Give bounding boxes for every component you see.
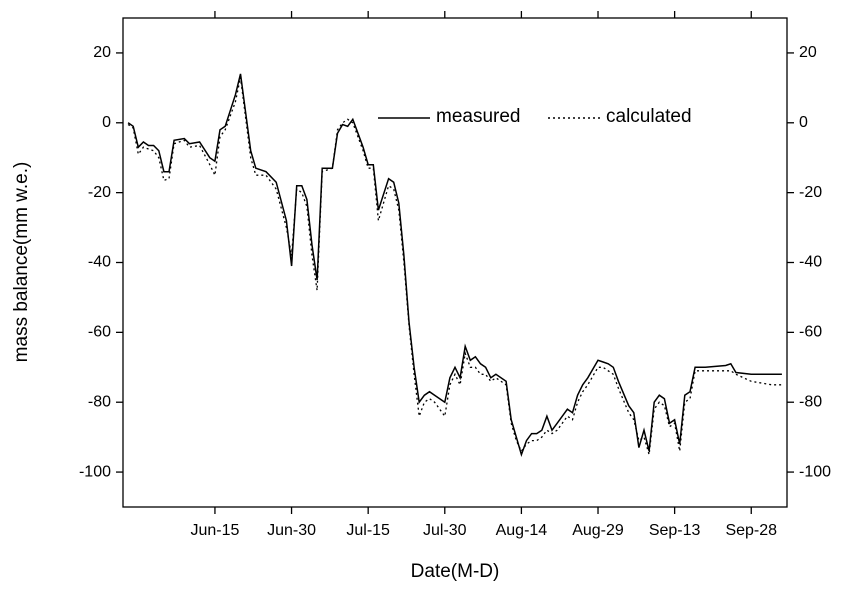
x-tick-label: Jun-15: [190, 522, 239, 539]
plot-frame: [122, 17, 788, 508]
x-tick-label: Jul-30: [423, 522, 467, 539]
y2-tick-label: -80: [799, 393, 822, 410]
x-tick-label: Sep-13: [649, 522, 701, 539]
y-tick-label: -40: [88, 254, 111, 271]
legend-label: calculated: [606, 106, 692, 127]
y2-tick-label: -60: [799, 324, 822, 341]
y2-tick-label: -40: [799, 254, 822, 271]
x-tick-label: Sep-28: [725, 522, 777, 539]
x-tick-label: Jul-15: [346, 522, 390, 539]
x-tick-label: Aug-29: [572, 522, 624, 539]
data-line: [127, 73, 782, 458]
y2-tick-label: 0: [799, 114, 808, 131]
legend-label: measured: [436, 106, 521, 127]
data-line: [127, 77, 782, 455]
y2-tick-label: -20: [799, 184, 822, 201]
x-tick-label: Aug-14: [496, 522, 548, 539]
y-tick-label: 20: [93, 44, 111, 61]
x-tick-label: Jun-30: [267, 522, 316, 539]
y-tick-label: 0: [102, 114, 111, 131]
y2-tick-label: 20: [799, 44, 817, 61]
y-tick-label: -20: [88, 184, 111, 201]
x-axis-label: Date(M-D): [411, 561, 500, 582]
y2-tick-label: -100: [799, 463, 831, 480]
y-tick-label: -80: [88, 393, 111, 410]
y-tick-label: -100: [79, 463, 111, 480]
y-tick-label: -60: [88, 324, 111, 341]
y-axis-label: mass balance(mm w.e.): [11, 162, 32, 363]
